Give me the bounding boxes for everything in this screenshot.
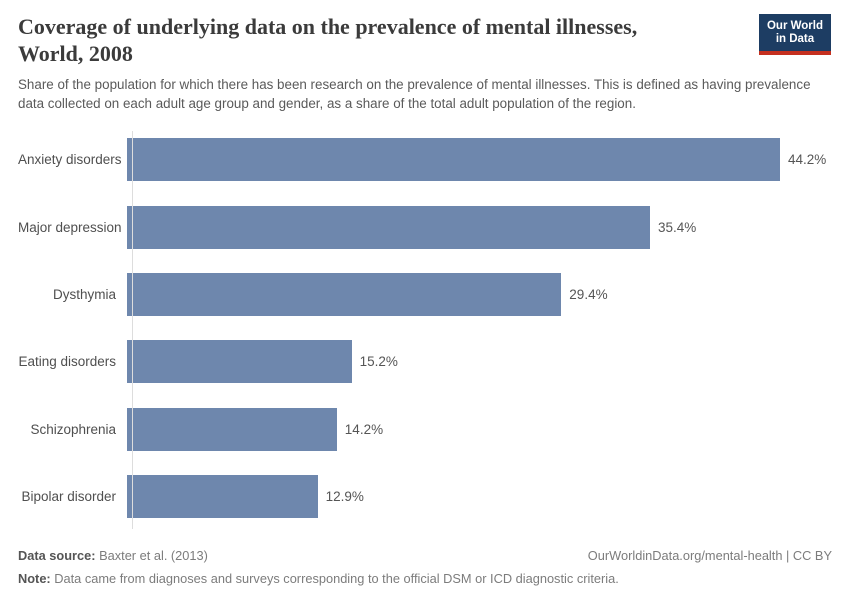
bar-row: Eating disorders 15.2% <box>18 328 832 395</box>
data-source-label: Data source: <box>18 548 96 563</box>
chart-title: Coverage of underlying data on the preva… <box>18 13 637 67</box>
bar-row: Bipolar disorder 12.9% <box>18 463 832 530</box>
bar[interactable] <box>127 205 650 249</box>
footer-note-row: Note: Data came from diagnoses and surve… <box>18 567 832 590</box>
category-label: Schizophrenia <box>30 421 116 437</box>
category-label: Major depression <box>18 219 122 235</box>
chart-subtitle: Share of the population for which there … <box>18 77 811 111</box>
bar-wrap: 12.9% <box>124 475 832 519</box>
chart-footer: Data source: Baxter et al. (2013) OurWor… <box>18 544 832 590</box>
value-label: 35.4% <box>658 219 697 235</box>
bar-wrap: 14.2% <box>124 407 832 451</box>
value-label: 12.9% <box>325 489 364 505</box>
note-value: Data came from diagnoses and surveys cor… <box>50 571 619 586</box>
category-label: Anxiety disorders <box>18 152 122 168</box>
category-label: Eating disorders <box>18 354 116 370</box>
value-label: 15.2% <box>359 354 398 370</box>
category-label: Bipolar disorder <box>21 489 116 505</box>
bar-wrap: 15.2% <box>124 340 832 384</box>
note-label: Note: <box>18 571 51 586</box>
bar[interactable] <box>127 340 352 384</box>
bar[interactable] <box>127 407 337 451</box>
bar-wrap: 29.4% <box>124 272 832 316</box>
category-label: Dysthymia <box>52 286 116 302</box>
bar-row: Dysthymia 29.4% <box>18 261 832 328</box>
value-label: 44.2% <box>788 152 827 168</box>
bar-row: Schizophrenia 14.2% <box>18 396 832 463</box>
citation-link[interactable]: OurWorldinData.org/mental-health | CC BY <box>587 548 832 563</box>
bar-chart: Anxiety disorders 44.2% Major depression… <box>18 126 832 530</box>
bar-plot: Anxiety disorders 44.2% Major depression… <box>18 126 832 530</box>
chart-title-line1: Coverage of underlying data on the preva… <box>18 14 638 39</box>
owid-logo[interactable]: Our World in Data <box>758 14 831 55</box>
owid-logo-line1: Our World <box>766 20 823 32</box>
data-source-text: Data source: Baxter et al. (2013) <box>18 544 208 567</box>
bar[interactable] <box>127 475 318 519</box>
bar[interactable] <box>127 138 780 182</box>
bar-row: Major depression 35.4% <box>18 193 832 260</box>
value-label: 29.4% <box>569 286 608 302</box>
chart-title-line2: World, 2008 <box>18 41 133 66</box>
data-source-value: Baxter et al. (2013) <box>95 548 208 563</box>
y-axis-line <box>132 131 133 529</box>
bar[interactable] <box>127 272 562 316</box>
value-label: 14.2% <box>344 421 384 437</box>
bar-wrap: 35.4% <box>124 205 832 249</box>
bar-row: Anxiety disorders 44.2% <box>18 126 832 193</box>
footer-source-row: Data source: Baxter et al. (2013) OurWor… <box>18 544 832 567</box>
owid-logo-line2: in Data <box>775 33 815 45</box>
bar-wrap: 44.2% <box>124 138 832 182</box>
